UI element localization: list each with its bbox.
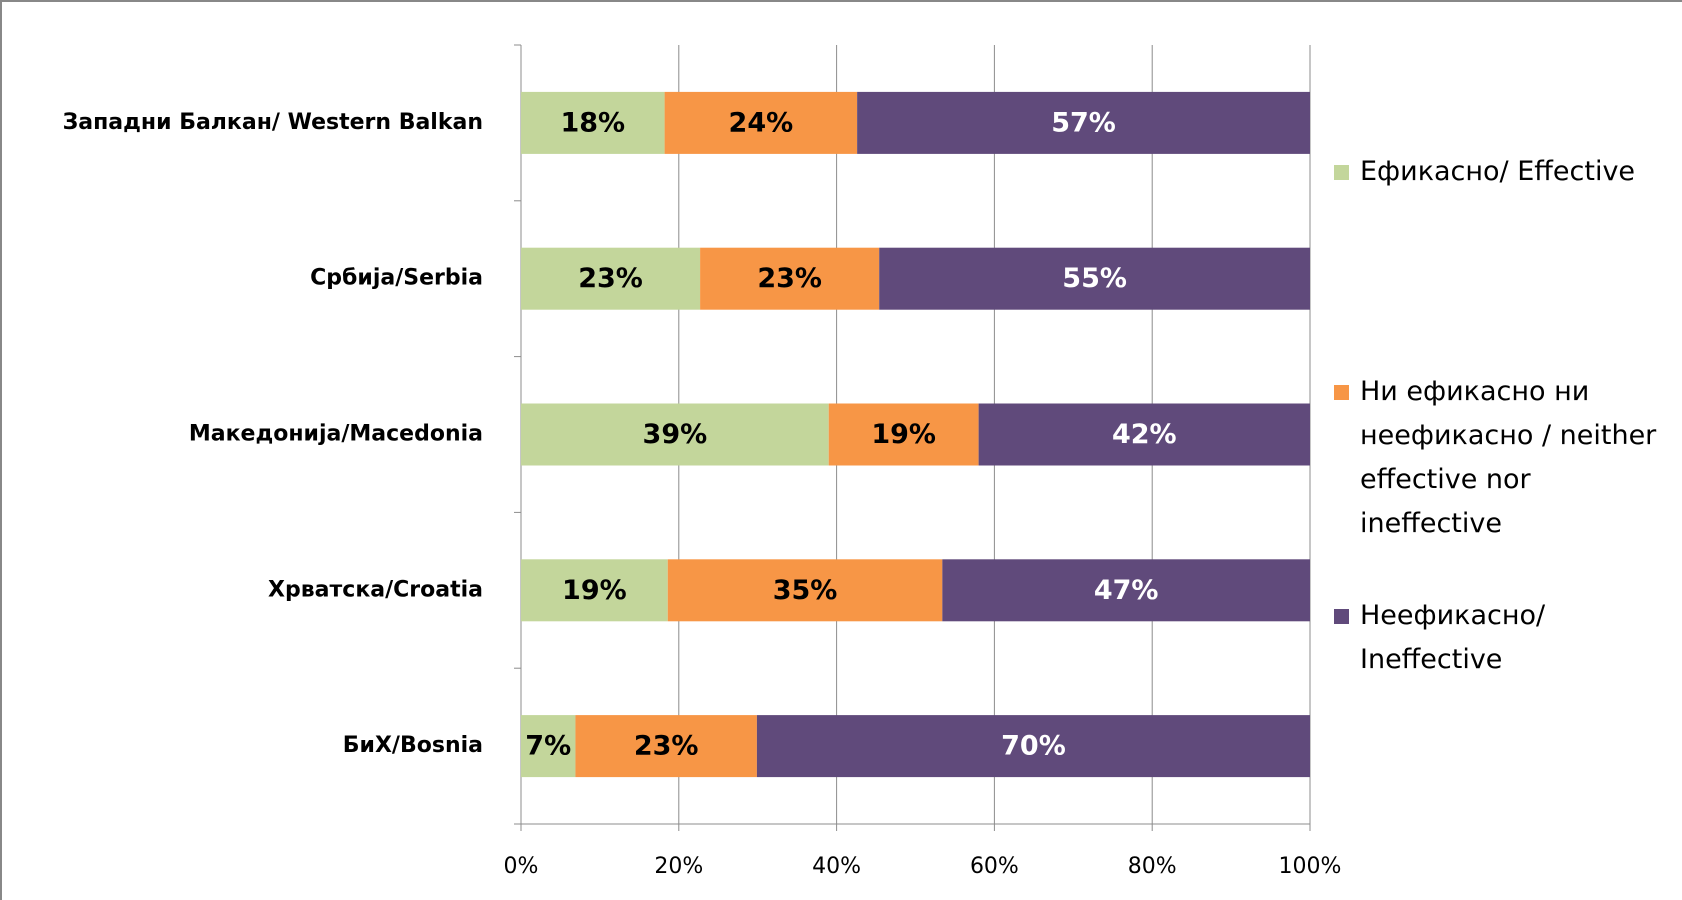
value-label: 18% xyxy=(560,107,625,138)
value-label: 35% xyxy=(773,575,838,606)
value-label: 39% xyxy=(643,419,708,450)
value-label: 24% xyxy=(729,107,794,138)
bar-segment xyxy=(521,715,576,778)
legend-swatch xyxy=(1334,165,1349,180)
value-label: 42% xyxy=(1112,419,1177,450)
legend-label: Ефикасно/ Effective xyxy=(1360,156,1636,187)
category-label: БиХ/Bosnia xyxy=(343,733,483,758)
bar-segment xyxy=(879,247,1310,310)
value-label: 23% xyxy=(578,263,643,294)
value-label: 19% xyxy=(562,575,627,606)
bar-segment xyxy=(521,403,829,466)
bar-segment xyxy=(700,247,880,310)
legend-swatch xyxy=(1334,385,1349,400)
category-label: Србија/Serbia xyxy=(310,266,483,291)
bar-segment xyxy=(857,91,1310,154)
value-label: 23% xyxy=(634,731,699,762)
value-label: 55% xyxy=(1062,263,1127,294)
bar-segment xyxy=(667,559,943,622)
value-label: 19% xyxy=(871,419,936,450)
bar-segment xyxy=(664,91,858,154)
x-tick-label: 40% xyxy=(812,854,861,879)
x-tick-label: 20% xyxy=(654,854,703,879)
value-label: 57% xyxy=(1051,107,1116,138)
bar-segment xyxy=(521,91,665,154)
bar-segment xyxy=(828,403,979,466)
bar-segment xyxy=(942,559,1310,622)
category-label: Хрватска/Croatia xyxy=(268,577,483,602)
category-label: Македонија/Macedonia xyxy=(189,422,483,447)
legend-label: Ни ефикасно ни неефикасно / neither effe… xyxy=(1360,376,1657,539)
x-tick-label: 60% xyxy=(970,854,1019,879)
x-tick-label: 100% xyxy=(1279,854,1342,879)
legend-label: Неефикасно/ Ineffective xyxy=(1360,600,1546,675)
legend-swatch xyxy=(1334,609,1349,624)
bar-segment xyxy=(521,247,701,310)
x-tick-label: 80% xyxy=(1128,854,1177,879)
x-tick-label: 0% xyxy=(504,854,539,879)
value-label: 47% xyxy=(1094,575,1159,606)
category-label: Западни Балкан/ Western Balkan xyxy=(63,110,483,135)
bar-segment xyxy=(575,715,757,778)
value-label: 23% xyxy=(757,263,822,294)
value-label: 70% xyxy=(1001,731,1066,762)
bar-segment xyxy=(756,715,1310,778)
value-label: 7% xyxy=(525,731,571,762)
bar-segment xyxy=(521,559,668,622)
bar-segment xyxy=(978,403,1310,466)
